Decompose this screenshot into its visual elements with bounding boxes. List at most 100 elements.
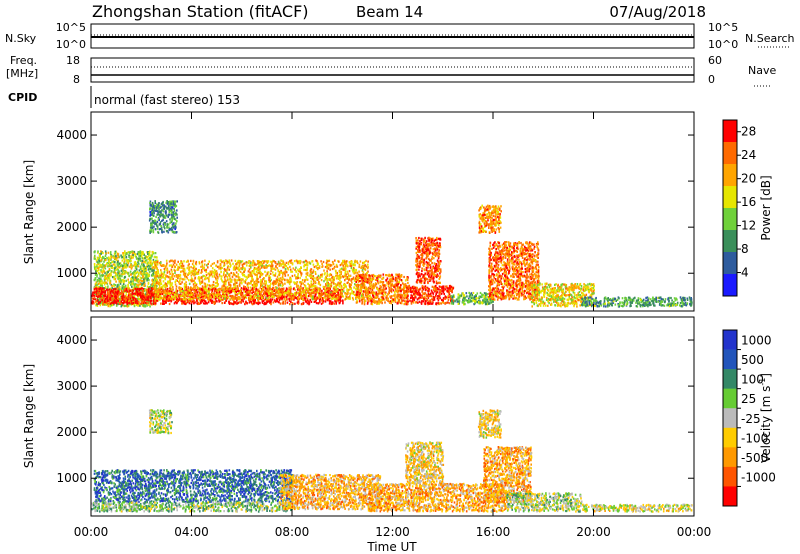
power-cell [178,266,181,269]
power-cell [154,261,156,264]
power-cell [307,295,310,298]
power-cell [192,270,194,273]
power-cell [136,297,139,301]
power-cell [209,293,211,296]
power-cell [362,266,365,270]
power-cell [127,294,130,297]
power-cell [266,286,269,289]
power-cell [136,302,139,305]
power-cell [211,270,213,273]
power-cell [163,297,166,300]
power-cell [308,303,310,306]
power-cell [109,302,112,305]
power-cell [276,278,278,281]
power-cell [235,267,238,270]
power-cell [256,277,258,281]
power-cell [135,303,138,307]
power-cell [149,257,152,260]
power-cell [128,281,130,284]
power-cell [154,291,157,294]
power-cell [250,301,252,304]
power-cell [230,289,233,292]
power-cell [96,265,98,268]
power-cell [172,260,175,263]
power-cell [98,256,101,260]
power-cell [115,266,117,269]
power-cell [104,254,107,258]
power-cell [218,291,221,294]
power-cell [108,288,111,291]
power-cell [149,305,151,308]
power-cell [305,292,307,295]
power-cell [127,283,129,287]
power-cell [137,292,139,296]
power-cell [358,297,361,300]
power-cell [233,301,236,304]
power-cell [166,299,169,302]
power-cell [243,285,245,288]
power-cell [294,282,297,285]
power-cell [109,265,112,268]
power-cell [219,259,222,262]
power-cell [172,294,174,297]
power-cell [216,261,219,264]
power-cell [398,278,401,281]
power-cell [277,273,280,276]
power-cell [172,263,175,266]
power-cell [257,280,260,283]
power-cell [206,294,209,297]
power-cell [127,251,130,254]
power-cell [291,274,294,278]
power-cell [256,273,258,276]
power-cell [316,296,318,299]
power-cell [346,270,349,273]
cpid-value: normal (fast stereo) 153 [94,93,240,107]
power-cell [268,277,270,280]
power-cell [120,298,123,301]
power-cell [193,296,196,299]
power-cell [317,278,319,281]
power-cell [305,259,307,262]
power-cell [138,297,140,301]
power-cell [219,264,222,267]
power-cell [210,299,212,302]
power-cell [390,296,392,299]
power-cell [334,300,336,303]
power-cell [377,282,380,285]
power-cell [133,275,136,278]
power-cell [367,270,369,273]
power-cell [326,267,328,270]
power-cell [270,282,272,285]
power-cell [166,262,168,265]
power-cell [296,284,298,287]
power-cell [213,297,215,300]
power-cell [205,274,208,277]
power-cell [213,274,216,277]
power-cell [149,267,152,270]
power-cell [188,267,190,270]
power-cell [195,296,197,299]
power-cell [99,295,102,298]
power-cell [176,274,179,277]
power-cell [297,296,299,300]
power-cell [277,284,280,287]
power-cell [274,272,277,275]
power-cell [139,259,142,262]
power-cell [377,277,380,280]
power-cell [200,268,203,272]
power-cell [147,289,150,292]
power-cell [231,302,233,305]
power-cell [197,294,200,297]
power-cell [158,286,161,289]
power-cell [290,280,293,283]
power-cell [196,293,198,296]
power-cell [162,280,165,283]
power-cell [201,295,203,299]
power-cell [142,289,145,292]
date-label: 07/Aug/2018 [609,3,706,21]
power-cell [104,264,107,267]
power-cell [242,278,244,281]
power-cell [346,275,349,279]
power-cell [305,263,307,267]
power-cell [240,267,242,270]
